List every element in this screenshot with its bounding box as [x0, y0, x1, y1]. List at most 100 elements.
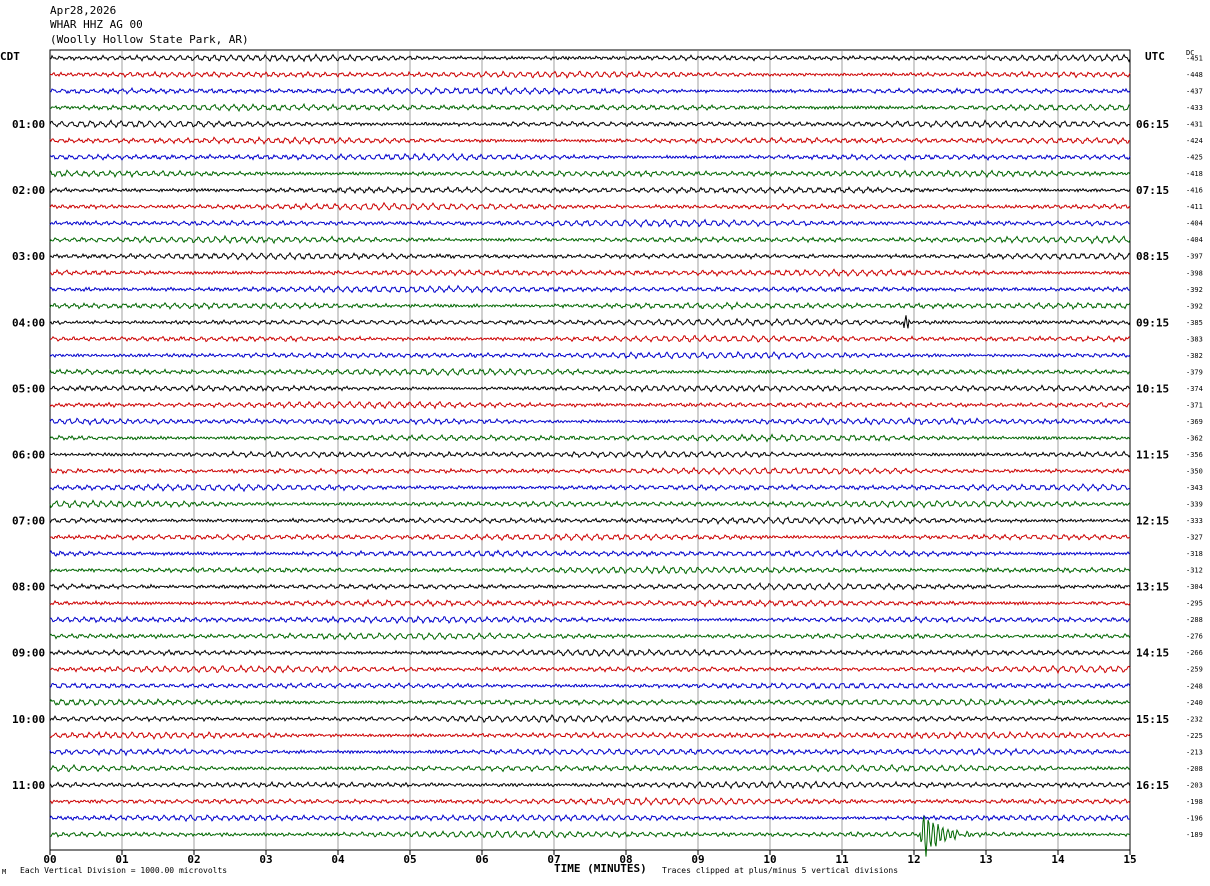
x-tick-label: 14 [1051, 853, 1065, 866]
right-hour-label: 08:15 [1136, 250, 1169, 263]
right-hour-label: 07:15 [1136, 184, 1169, 197]
left-hour-label: 03:00 [12, 250, 45, 263]
left-hour-label: 05:00 [12, 382, 45, 395]
right-hour-label: 10:15 [1136, 382, 1169, 395]
dc-offset-label: -198 [1186, 798, 1203, 806]
seismic-trace [49, 301, 1131, 311]
dc-offset-header: DC [1186, 49, 1195, 57]
seismic-trace [49, 367, 1131, 377]
x-tick-label: 09 [691, 853, 704, 866]
seismic-trace [49, 350, 1131, 361]
seismic-trace [49, 813, 1131, 823]
dc-offset-label: -208 [1186, 765, 1203, 773]
dc-offset-label: -383 [1186, 335, 1203, 343]
dc-offset-label: -333 [1186, 517, 1203, 525]
dc-offset-label: -404 [1186, 236, 1203, 244]
dc-offset-label: -418 [1186, 170, 1203, 178]
dc-offset-label: -312 [1186, 567, 1203, 575]
seismic-trace [49, 185, 1131, 195]
dc-offset-label: -276 [1186, 633, 1203, 641]
seismic-trace [49, 598, 1131, 608]
footer-mark: M [2, 868, 7, 876]
left-hour-label: 11:00 [12, 779, 45, 792]
seismic-trace [49, 119, 1131, 129]
seismic-trace [49, 218, 1131, 228]
left-hour-label: 04:00 [12, 316, 45, 329]
x-tick-label: 07 [547, 853, 560, 866]
seismic-trace [49, 466, 1131, 476]
x-tick-label: 15 [1123, 853, 1136, 866]
seismic-trace [49, 714, 1131, 724]
left-hour-label: 09:00 [12, 647, 45, 660]
dc-offset-label: -339 [1186, 501, 1203, 509]
seismic-trace [49, 648, 1131, 658]
dc-offset-label: -448 [1186, 71, 1203, 79]
dc-offset-label: -288 [1186, 616, 1203, 624]
seismic-trace [49, 268, 1131, 278]
dc-offset-label: -343 [1186, 484, 1203, 492]
station-location: (Woolly Hollow State Park, AR) [50, 33, 249, 46]
seismic-trace [49, 136, 1131, 146]
seismic-trace [49, 682, 1131, 690]
seismic-trace [49, 730, 1131, 740]
dc-offset-label: -392 [1186, 302, 1203, 310]
station-id: WHAR HHZ AG 00 [50, 18, 143, 31]
seismic-trace [49, 482, 1131, 493]
x-tick-label: 03 [259, 853, 272, 866]
right-hour-label: 16:15 [1136, 779, 1169, 792]
left-hour-label: 08:00 [12, 581, 45, 594]
dc-offset-label: -196 [1186, 814, 1203, 822]
dc-offset-label: -385 [1186, 319, 1203, 327]
dc-offset-label: -248 [1186, 682, 1203, 690]
seismic-trace [49, 816, 1131, 857]
dc-offset-label: -240 [1186, 699, 1203, 707]
dc-offset-label: -189 [1186, 831, 1203, 839]
right-hour-label: 12:15 [1136, 515, 1169, 528]
plot-date: Apr28,2026 [50, 4, 117, 17]
dc-offset-label: -433 [1186, 104, 1203, 112]
seismic-trace [49, 664, 1131, 675]
dc-offset-label: -225 [1186, 732, 1203, 740]
right-hour-label: 13:15 [1136, 581, 1169, 594]
dc-offset-label: -411 [1186, 203, 1203, 211]
dc-offset-label: -295 [1186, 600, 1203, 608]
seismic-trace [49, 780, 1131, 790]
x-tick-label: 13 [979, 853, 992, 866]
left-hour-label: 07:00 [12, 515, 45, 528]
left-hour-label: 01:00 [12, 118, 45, 131]
dc-offset-label: -379 [1186, 368, 1203, 376]
dc-offset-label: -362 [1186, 434, 1203, 442]
clip-note: Traces clipped at plus/minus 5 vertical … [662, 866, 899, 875]
dc-offset-label: -203 [1186, 781, 1203, 789]
seismic-trace [49, 449, 1131, 459]
dc-offset-label: -424 [1186, 137, 1203, 145]
left-timezone-label: CDT [0, 50, 20, 63]
dc-offset-label: -356 [1186, 451, 1203, 459]
seismic-trace [49, 400, 1131, 410]
left-hour-label: 10:00 [12, 713, 45, 726]
dc-offset-label: -304 [1186, 583, 1203, 591]
seismic-trace [49, 384, 1131, 393]
dc-offset-label: -369 [1186, 418, 1203, 426]
seismic-trace [49, 251, 1131, 261]
right-hour-label: 11:15 [1136, 448, 1169, 461]
plot-frame [49, 49, 1131, 851]
x-tick-label: 01 [115, 853, 129, 866]
right-hour-label: 06:15 [1136, 118, 1169, 131]
right-hour-label: 09:15 [1136, 316, 1169, 329]
seismic-trace [49, 433, 1131, 443]
seismic-trace [49, 334, 1131, 343]
seismic-trace [49, 53, 1131, 63]
x-tick-label: 05 [403, 853, 416, 866]
dc-offset-label: -371 [1186, 401, 1203, 409]
x-tick-label: 11 [835, 853, 849, 866]
seismic-trace [49, 697, 1131, 707]
dc-offset-label: -350 [1186, 468, 1203, 476]
x-tick-label: 10 [763, 853, 776, 866]
seismic-trace [49, 169, 1131, 179]
x-tick-label: 04 [331, 853, 345, 866]
seismic-trace [49, 499, 1131, 509]
seismic-trace [49, 582, 1131, 591]
dc-offset-label: -397 [1186, 253, 1203, 261]
seismic-trace [49, 763, 1131, 773]
